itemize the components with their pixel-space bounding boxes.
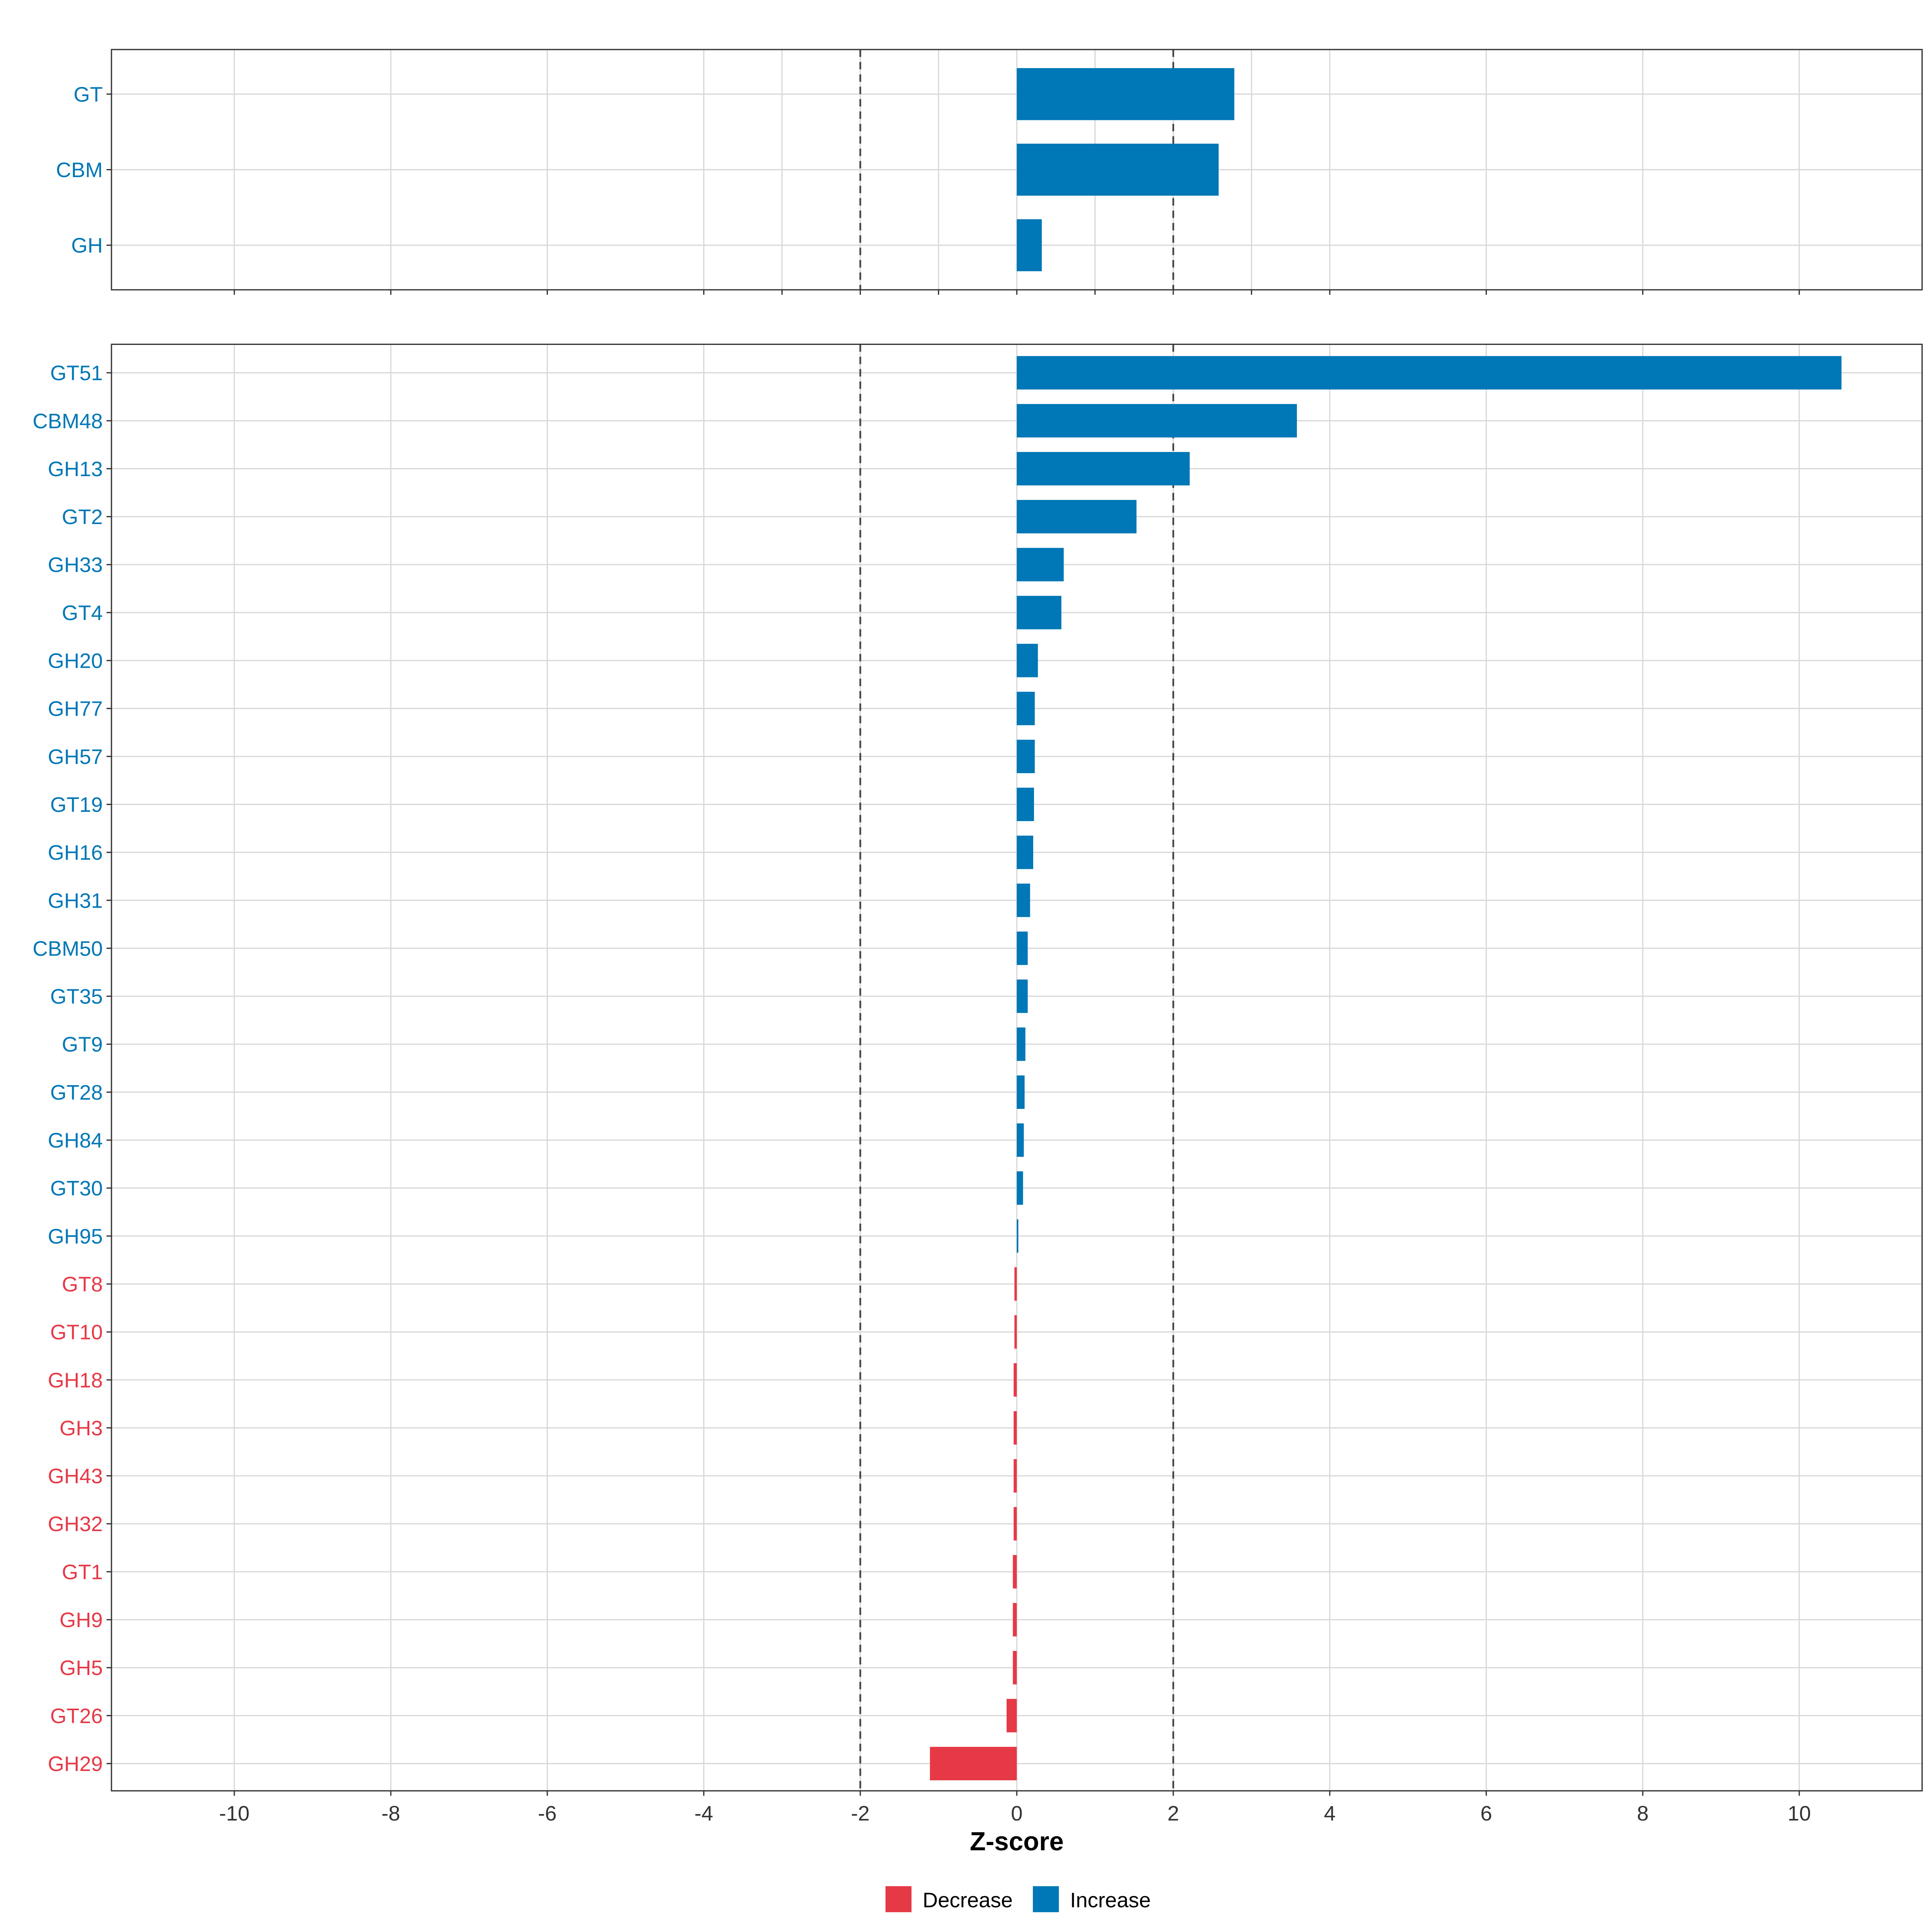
y-tick-label: GH31 <box>48 889 103 912</box>
legend-swatch-increase <box>1033 1886 1059 1912</box>
bar-GH95 <box>1017 1219 1019 1253</box>
bar-GH3 <box>1013 1411 1017 1445</box>
x-tick-label: -2 <box>851 1802 870 1825</box>
bar-GT <box>1017 68 1234 120</box>
y-tick-label: GT28 <box>50 1081 103 1104</box>
y-tick-label: GT26 <box>50 1705 103 1728</box>
x-tick-label: -4 <box>694 1802 713 1825</box>
y-tick-label: GH9 <box>60 1609 103 1632</box>
x-tick-label: 8 <box>1637 1802 1649 1825</box>
bar-GH31 <box>1017 883 1030 917</box>
bar-GH16 <box>1017 836 1033 869</box>
x-tick-label: -6 <box>538 1802 557 1825</box>
bar-GH29 <box>930 1747 1017 1781</box>
bar-CBM <box>1017 143 1219 196</box>
x-tick-label: -8 <box>382 1802 400 1825</box>
bar-GH33 <box>1017 548 1064 582</box>
bar-GH20 <box>1017 644 1038 677</box>
y-tick-label: GH95 <box>48 1225 103 1248</box>
bar-GT28 <box>1017 1075 1025 1109</box>
bar-GT35 <box>1017 979 1028 1013</box>
x-tick-label: -10 <box>219 1802 250 1825</box>
legend: Decrease Increase <box>886 1886 1151 1912</box>
y-tick-label: GH20 <box>48 650 103 673</box>
y-tick-label: GH57 <box>48 745 103 769</box>
bar-GH9 <box>1013 1603 1017 1637</box>
bar-CBM48 <box>1017 404 1297 438</box>
bar-GH43 <box>1013 1459 1017 1493</box>
bar-GH84 <box>1017 1123 1024 1157</box>
bar-GH18 <box>1013 1363 1017 1397</box>
y-tick-label: GT10 <box>50 1321 103 1344</box>
bar-GH57 <box>1017 739 1035 773</box>
y-tick-label: GH29 <box>48 1752 103 1776</box>
y-tick-label: GH16 <box>48 841 103 865</box>
bar-GT19 <box>1017 787 1034 822</box>
y-tick-label: GH32 <box>48 1513 103 1536</box>
bar-GH13 <box>1017 452 1190 485</box>
y-tick-label: GT9 <box>62 1033 103 1057</box>
y-tick-label: GH3 <box>60 1417 103 1440</box>
bar-GT26 <box>1006 1699 1017 1732</box>
y-tick-label: GH5 <box>60 1657 103 1680</box>
y-tick-label: GT <box>74 83 103 106</box>
bar-GT8 <box>1014 1267 1017 1301</box>
bar-GH5 <box>1013 1651 1017 1684</box>
x-axis-title: Z-score <box>970 1827 1063 1856</box>
y-tick-label: GT2 <box>62 506 103 529</box>
x-tick-label: 0 <box>1011 1802 1023 1825</box>
top-panel: GT CBM GH <box>56 49 1923 295</box>
x-tick-label: 2 <box>1167 1802 1179 1825</box>
x-tick-label: 4 <box>1324 1802 1335 1825</box>
bottom-panel: GT51 CBM48 GH13 GT2 GH33 GT4 GH20 GH77 GH57 GT19 G… <box>33 343 1923 1825</box>
bar-CBM50 <box>1017 931 1028 965</box>
legend-label-increase: Increase <box>1070 1889 1151 1912</box>
y-tick-label: GH18 <box>48 1369 103 1392</box>
bar-GT51 <box>1017 356 1842 390</box>
legend-swatch-decrease <box>886 1886 912 1912</box>
y-tick-label: GH84 <box>48 1129 103 1152</box>
y-tick-label: GT51 <box>50 362 103 385</box>
panel-border <box>111 49 1923 291</box>
bar-GT1 <box>1013 1555 1017 1589</box>
panel-border <box>111 343 1923 1792</box>
bar-GH <box>1017 219 1042 271</box>
bar-GH77 <box>1017 691 1035 725</box>
bar-GT30 <box>1017 1171 1023 1205</box>
y-tick-label: GH <box>71 234 103 258</box>
legend-label-decrease: Decrease <box>923 1889 1013 1912</box>
y-tick-label: GT4 <box>62 601 103 625</box>
y-tick-label: GH33 <box>48 553 103 577</box>
bar-GT2 <box>1017 500 1137 534</box>
y-tick-label: GT35 <box>50 985 103 1009</box>
y-tick-label: GH13 <box>48 458 103 481</box>
bar-GT10 <box>1014 1315 1017 1349</box>
x-tick-label: 6 <box>1480 1802 1492 1825</box>
y-tick-label: GT19 <box>50 793 103 817</box>
y-tick-label: GT8 <box>62 1273 103 1296</box>
y-tick-label: GH43 <box>48 1465 103 1488</box>
x-tick-label: 10 <box>1788 1802 1811 1825</box>
y-tick-label: GT1 <box>62 1560 103 1584</box>
y-tick-label: GH77 <box>48 698 103 721</box>
y-tick-label: CBM48 <box>33 410 103 433</box>
bar-GT4 <box>1017 596 1061 630</box>
bar-GT9 <box>1017 1027 1026 1061</box>
y-tick-label: GT30 <box>50 1177 103 1200</box>
y-tick-label: CBM <box>56 159 103 182</box>
bar-GH32 <box>1013 1507 1017 1541</box>
y-tick-label: CBM50 <box>33 937 103 960</box>
